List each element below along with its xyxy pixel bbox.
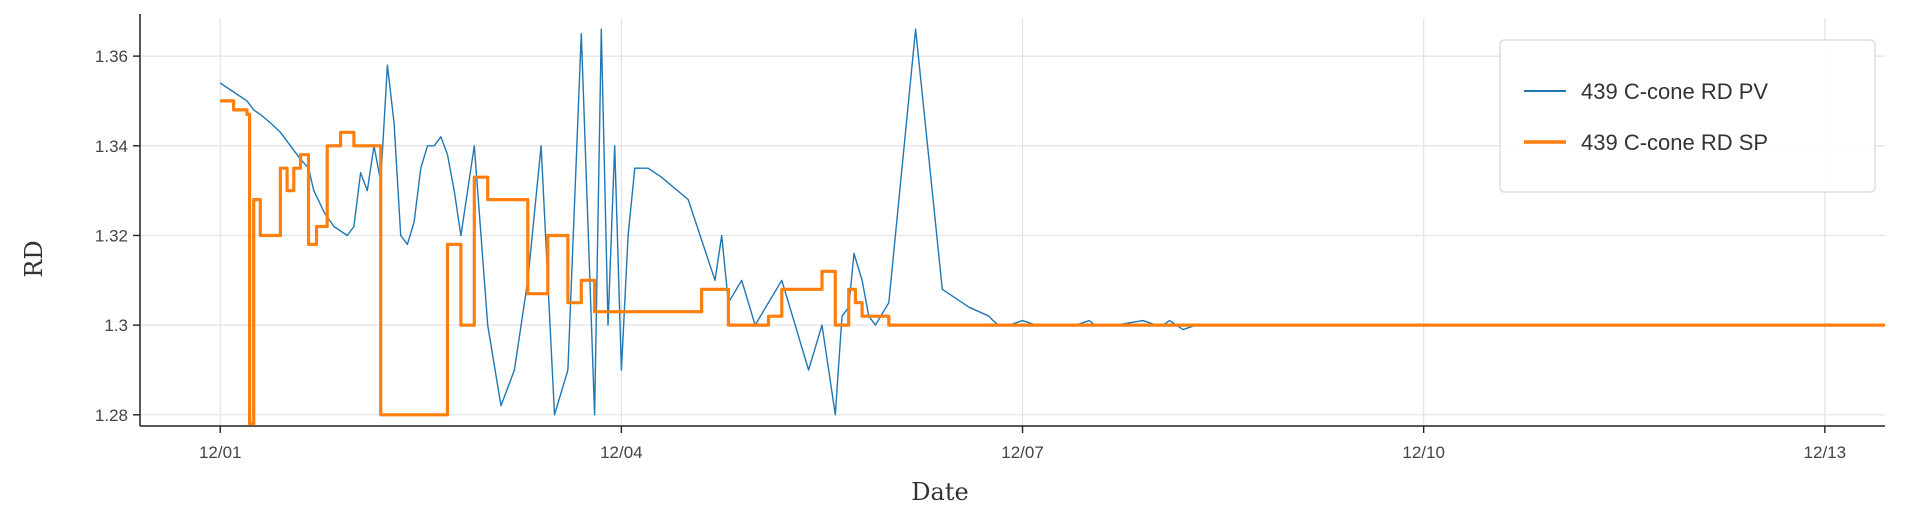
- x-tick-label: 12/04: [600, 443, 643, 462]
- x-axis-ticks: 12/01 12/04 12/07 12/10 12/13: [199, 426, 1846, 462]
- x-tick-label: 12/13: [1804, 443, 1847, 462]
- y-tick-label: 1.32: [95, 226, 128, 245]
- y-axis-title: RD: [20, 240, 48, 277]
- axes: [139, 14, 1885, 427]
- legend-box: [1499, 39, 1876, 193]
- x-tick-label: 12/01: [199, 443, 242, 462]
- series-group: [219, 28, 1885, 426]
- legend-label: 439 C-cone RD SP: [1581, 130, 1768, 155]
- y-axis-ticks: 1.36 1.34 1.32 1.3 1.28: [95, 47, 140, 425]
- legend: 439 C-cone RD PV 439 C-cone RD SP: [1499, 39, 1876, 193]
- legend-label: 439 C-cone RD PV: [1581, 79, 1768, 104]
- y-tick-label: 1.3: [104, 316, 128, 335]
- x-tick-label: 12/07: [1001, 443, 1044, 462]
- y-tick-label: 1.34: [95, 137, 128, 156]
- y-tick-label: 1.36: [95, 47, 128, 66]
- series-line-sp: [220, 99, 1885, 426]
- x-axis-title: Date: [911, 478, 968, 506]
- x-tick-label: 12/10: [1402, 443, 1445, 462]
- y-tick-label: 1.28: [95, 406, 128, 425]
